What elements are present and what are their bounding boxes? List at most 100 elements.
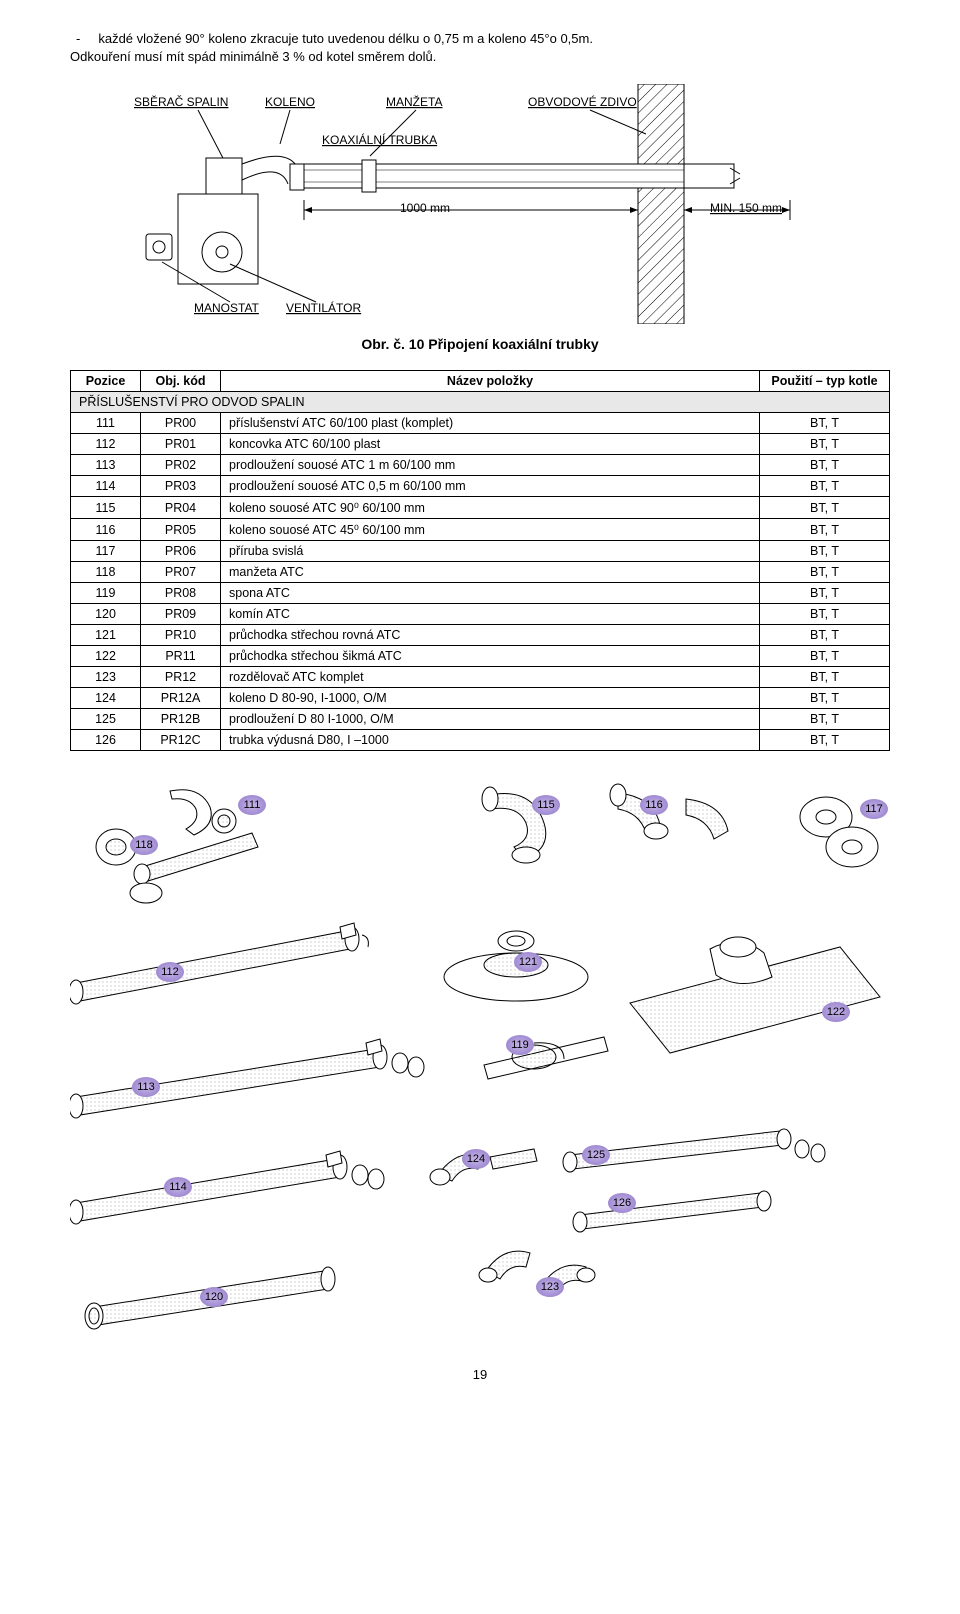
label-manostat: MANOSTAT (194, 301, 260, 315)
intro-line1: každé vložené 90° koleno zkracuje tuto u… (98, 30, 593, 48)
cell-pos: 120 (71, 604, 141, 625)
cell-use: BT, T (760, 730, 890, 751)
label-1000mm: 1000 mm (400, 201, 450, 215)
cell-use: BT, T (760, 688, 890, 709)
table-row: 123PR12rozdělovač ATC kompletBT, T (71, 667, 890, 688)
cell-name: koncovka ATC 60/100 plast (221, 434, 760, 455)
table-row: 115PR04koleno souosé ATC 90⁰ 60/100 mmBT… (71, 497, 890, 519)
cell-pos: 125 (71, 709, 141, 730)
cell-name: koleno souosé ATC 90⁰ 60/100 mm (221, 497, 760, 519)
cell-use: BT, T (760, 709, 890, 730)
cell-use: BT, T (760, 497, 890, 519)
label-koleno: KOLENO (265, 95, 315, 109)
cell-code: PR12 (141, 667, 221, 688)
cell-name: průchodka střechou šikmá ATC (221, 646, 760, 667)
table-row: 111PR00příslušenství ATC 60/100 plast (k… (71, 413, 890, 434)
label-sberac: SBĚRAČ SPALIN (134, 94, 228, 109)
cell-pos: 112 (71, 434, 141, 455)
cell-name: komín ATC (221, 604, 760, 625)
label-obvod: OBVODOVÉ ZDIVO (528, 94, 637, 109)
th-name: Název položky (221, 371, 760, 392)
table-section: PŘÍSLUŠENSTVÍ PRO ODVOD SPALIN (71, 392, 890, 413)
cell-pos: 119 (71, 583, 141, 604)
cell-code: PR03 (141, 476, 221, 497)
cell-pos: 115 (71, 497, 141, 519)
table-row: 125PR12Bprodloužení D 80 I-1000, O/MBT, … (71, 709, 890, 730)
cell-code: PR00 (141, 413, 221, 434)
cell-code: PR01 (141, 434, 221, 455)
cell-name: koleno D 80-90, I-1000, O/M (221, 688, 760, 709)
cell-pos: 113 (71, 455, 141, 476)
figure-1-svg: SBĚRAČ SPALIN KOLENO MANŽETA OBVODOVÉ ZD… (90, 84, 870, 324)
label-manzeta: MANŽETA (386, 94, 442, 109)
table-row: 116PR05koleno souosé ATC 45⁰ 60/100 mmBT… (71, 519, 890, 541)
cell-name: manžeta ATC (221, 562, 760, 583)
cell-code: PR11 (141, 646, 221, 667)
cell-name: prodloužení souosé ATC 1 m 60/100 mm (221, 455, 760, 476)
table-row: 114PR03prodloužení souosé ATC 0,5 m 60/1… (71, 476, 890, 497)
table-row: 113PR02prodloužení souosé ATC 1 m 60/100… (71, 455, 890, 476)
cell-use: BT, T (760, 604, 890, 625)
cell-name: průchodka střechou rovná ATC (221, 625, 760, 646)
cell-use: BT, T (760, 413, 890, 434)
cell-name: trubka výdusná D80, I –1000 (221, 730, 760, 751)
cell-pos: 121 (71, 625, 141, 646)
cell-pos: 118 (71, 562, 141, 583)
cell-code: PR12C (141, 730, 221, 751)
cell-use: BT, T (760, 455, 890, 476)
table-row: 120PR09komín ATCBT, T (71, 604, 890, 625)
table-row: 118PR07manžeta ATCBT, T (71, 562, 890, 583)
cell-use: BT, T (760, 519, 890, 541)
cell-pos: 126 (71, 730, 141, 751)
cell-code: PR09 (141, 604, 221, 625)
parts-gallery: 1111151161171181121211221191131241251141… (70, 777, 890, 1337)
cell-use: BT, T (760, 583, 890, 604)
cell-use: BT, T (760, 434, 890, 455)
cell-code: PR12B (141, 709, 221, 730)
th-code: Obj. kód (141, 371, 221, 392)
page-number: 19 (70, 1367, 890, 1382)
cell-code: PR05 (141, 519, 221, 541)
cell-pos: 111 (71, 413, 141, 434)
cell-name: rozdělovač ATC komplet (221, 667, 760, 688)
cell-name: prodloužení souosé ATC 0,5 m 60/100 mm (221, 476, 760, 497)
cell-name: spona ATC (221, 583, 760, 604)
th-use: Použití – typ kotle (760, 371, 890, 392)
intro-text: - každé vložené 90° koleno zkracuje tuto… (70, 30, 890, 66)
cell-use: BT, T (760, 562, 890, 583)
table-row: 124PR12Akoleno D 80-90, I-1000, O/MBT, T (71, 688, 890, 709)
cell-code: PR04 (141, 497, 221, 519)
cell-code: PR12A (141, 688, 221, 709)
table-section-row: PŘÍSLUŠENSTVÍ PRO ODVOD SPALIN (71, 392, 890, 413)
gallery-svg (70, 777, 890, 1337)
parts-table: Pozice Obj. kód Název položky Použití – … (70, 370, 890, 751)
figure-1-caption: Obr. č. 10 Připojení koaxiální trubky (70, 336, 890, 352)
cell-use: BT, T (760, 646, 890, 667)
figure-1: SBĚRAČ SPALIN KOLENO MANŽETA OBVODOVÉ ZD… (70, 84, 890, 352)
label-vent: VENTILÁTOR (286, 300, 361, 315)
table-row: 121PR10průchodka střechou rovná ATCBT, T (71, 625, 890, 646)
intro-line2: Odkouření musí mít spád minimálně 3 % od… (70, 48, 890, 66)
table-row: 119PR08spona ATCBT, T (71, 583, 890, 604)
table-header-row: Pozice Obj. kód Název položky Použití – … (71, 371, 890, 392)
cell-code: PR08 (141, 583, 221, 604)
label-min150: MIN. 150 mm (710, 201, 782, 215)
label-koax: KOAXIÁLNÍ TRUBKA (322, 132, 437, 147)
cell-use: BT, T (760, 476, 890, 497)
table-row: 122PR11průchodka střechou šikmá ATCBT, T (71, 646, 890, 667)
cell-pos: 124 (71, 688, 141, 709)
cell-code: PR07 (141, 562, 221, 583)
cell-name: koleno souosé ATC 45⁰ 60/100 mm (221, 519, 760, 541)
cell-pos: 122 (71, 646, 141, 667)
th-pos: Pozice (71, 371, 141, 392)
cell-use: BT, T (760, 541, 890, 562)
cell-pos: 117 (71, 541, 141, 562)
cell-code: PR02 (141, 455, 221, 476)
cell-use: BT, T (760, 667, 890, 688)
table-row: 126PR12Ctrubka výdusná D80, I –1000BT, T (71, 730, 890, 751)
dash-bullet: - (76, 30, 80, 48)
cell-name: příruba svislá (221, 541, 760, 562)
cell-name: prodloužení D 80 I-1000, O/M (221, 709, 760, 730)
table-row: 112PR01koncovka ATC 60/100 plastBT, T (71, 434, 890, 455)
cell-code: PR10 (141, 625, 221, 646)
